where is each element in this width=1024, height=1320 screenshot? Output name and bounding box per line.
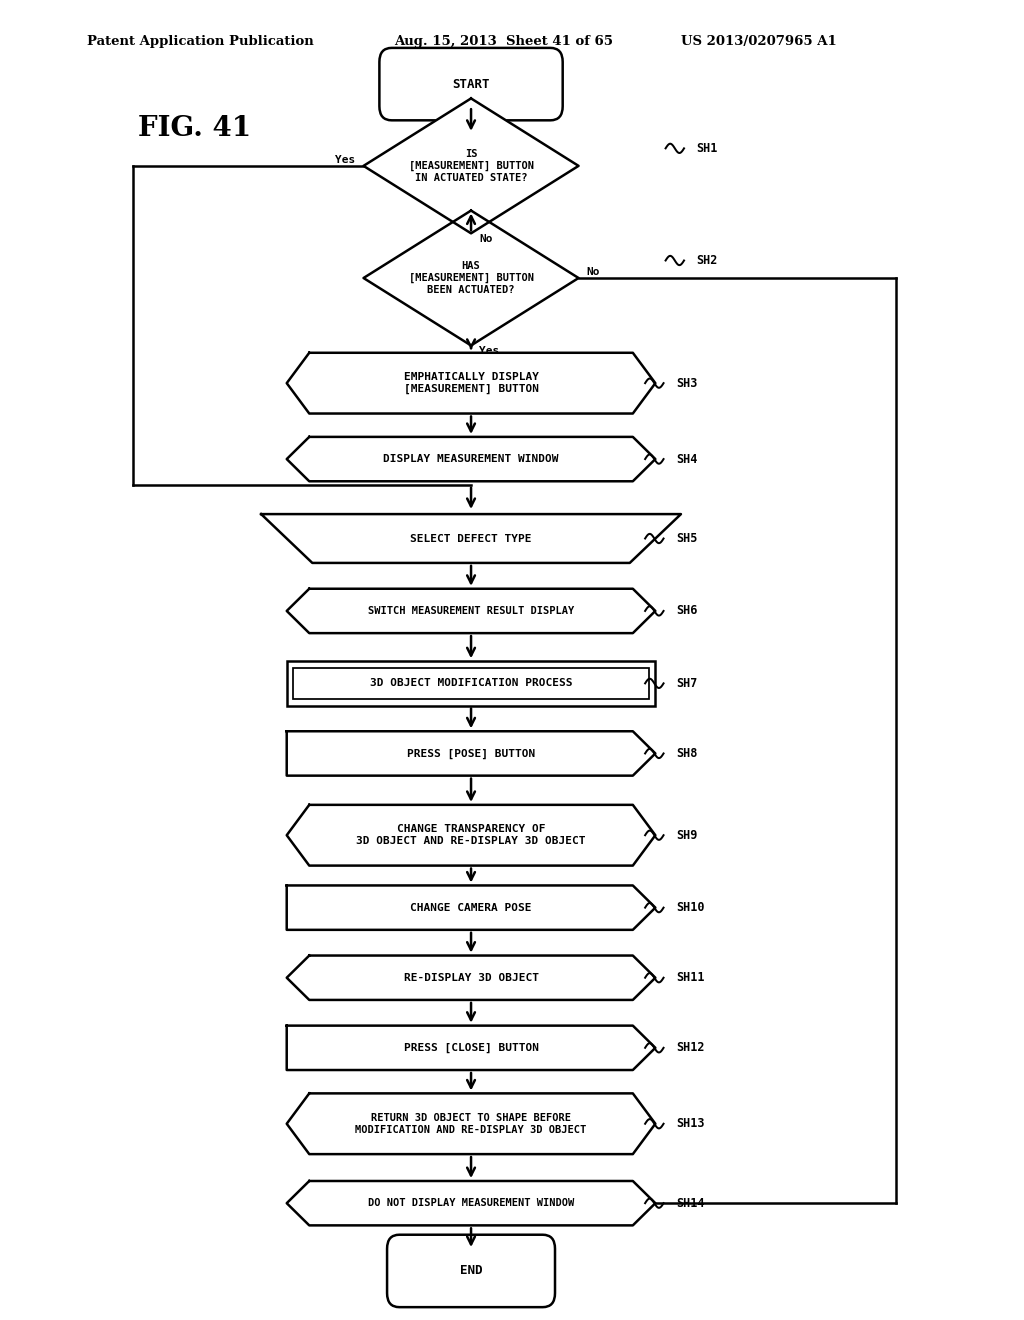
Text: RE-DISPLAY 3D OBJECT: RE-DISPLAY 3D OBJECT <box>403 973 539 982</box>
Text: SH9: SH9 <box>676 829 697 842</box>
Polygon shape <box>287 956 655 1001</box>
Text: END: END <box>460 1265 482 1278</box>
Polygon shape <box>287 589 655 634</box>
Bar <box>293 668 649 698</box>
Text: RETURN 3D OBJECT TO SHAPE BEFORE
MODIFICATION AND RE-DISPLAY 3D OBJECT: RETURN 3D OBJECT TO SHAPE BEFORE MODIFIC… <box>355 1113 587 1135</box>
Bar <box>287 661 655 706</box>
Text: SH4: SH4 <box>676 453 697 466</box>
Text: SELECT DEFECT TYPE: SELECT DEFECT TYPE <box>411 533 531 544</box>
Text: IS
[MEASUREMENT] BUTTON
IN ACTUATED STATE?: IS [MEASUREMENT] BUTTON IN ACTUATED STAT… <box>409 149 534 182</box>
Text: SH8: SH8 <box>676 747 697 760</box>
Polygon shape <box>287 1181 655 1225</box>
Text: PRESS [CLOSE] BUTTON: PRESS [CLOSE] BUTTON <box>403 1043 539 1053</box>
Text: SH3: SH3 <box>676 376 697 389</box>
Text: Aug. 15, 2013  Sheet 41 of 65: Aug. 15, 2013 Sheet 41 of 65 <box>394 34 613 48</box>
Text: No: No <box>587 267 600 277</box>
Text: HAS
[MEASUREMENT] BUTTON
BEEN ACTUATED?: HAS [MEASUREMENT] BUTTON BEEN ACTUATED? <box>409 261 534 294</box>
Text: SH5: SH5 <box>676 532 697 545</box>
Text: EMPHATICALLY DISPLAY
[MEASUREMENT] BUTTON: EMPHATICALLY DISPLAY [MEASUREMENT] BUTTO… <box>403 372 539 395</box>
Polygon shape <box>287 437 655 482</box>
Text: DO NOT DISPLAY MEASUREMENT WINDOW: DO NOT DISPLAY MEASUREMENT WINDOW <box>368 1199 574 1208</box>
Text: SH14: SH14 <box>676 1197 705 1209</box>
Polygon shape <box>287 1093 655 1154</box>
Text: SH13: SH13 <box>676 1117 705 1130</box>
Polygon shape <box>364 99 579 234</box>
Text: SH7: SH7 <box>676 677 697 690</box>
FancyBboxPatch shape <box>379 48 563 120</box>
Text: CHANGE CAMERA POSE: CHANGE CAMERA POSE <box>411 903 531 912</box>
Text: SH11: SH11 <box>676 972 705 985</box>
Polygon shape <box>287 731 655 776</box>
Text: US 2013/0207965 A1: US 2013/0207965 A1 <box>681 34 837 48</box>
Polygon shape <box>287 886 655 929</box>
Text: SWITCH MEASUREMENT RESULT DISPLAY: SWITCH MEASUREMENT RESULT DISPLAY <box>368 606 574 616</box>
Text: START: START <box>453 78 489 91</box>
Polygon shape <box>261 513 681 562</box>
Text: SH6: SH6 <box>676 605 697 618</box>
Text: SH2: SH2 <box>696 253 718 267</box>
Polygon shape <box>287 1026 655 1071</box>
Text: No: No <box>479 234 493 244</box>
Text: Patent Application Publication: Patent Application Publication <box>87 34 313 48</box>
Text: SH12: SH12 <box>676 1041 705 1055</box>
Polygon shape <box>364 211 579 346</box>
Text: SH10: SH10 <box>676 902 705 915</box>
Text: FIG. 41: FIG. 41 <box>138 115 251 143</box>
Polygon shape <box>287 805 655 866</box>
Text: PRESS [POSE] BUTTON: PRESS [POSE] BUTTON <box>407 748 536 759</box>
Text: DISPLAY MEASUREMENT WINDOW: DISPLAY MEASUREMENT WINDOW <box>383 454 559 465</box>
Text: 3D OBJECT MODIFICATION PROCESS: 3D OBJECT MODIFICATION PROCESS <box>370 678 572 688</box>
Text: Yes: Yes <box>479 346 500 356</box>
Text: Yes: Yes <box>335 154 355 165</box>
Text: CHANGE TRANSPARENCY OF
3D OBJECT AND RE-DISPLAY 3D OBJECT: CHANGE TRANSPARENCY OF 3D OBJECT AND RE-… <box>356 825 586 846</box>
Text: SH1: SH1 <box>696 141 718 154</box>
FancyBboxPatch shape <box>387 1234 555 1307</box>
Polygon shape <box>287 352 655 413</box>
